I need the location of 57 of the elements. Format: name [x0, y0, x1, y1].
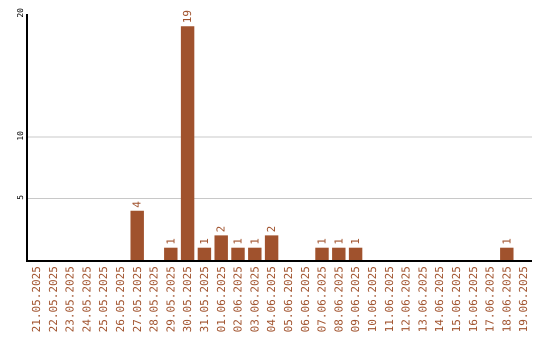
- x-tick-label: 13.06.2025: [416, 266, 430, 332]
- x-tick-label: 02.06.2025: [232, 266, 245, 332]
- bar: [348, 248, 362, 260]
- data-label: 1: [248, 238, 262, 245]
- bar: [231, 248, 245, 260]
- data-label: 1: [349, 238, 362, 245]
- x-tick-label: 15.06.2025: [450, 266, 463, 332]
- data-label: 2: [214, 226, 228, 232]
- x-tick-label: 14.06.2025: [433, 266, 446, 332]
- bar: [500, 248, 514, 260]
- x-tick-label: 22.05.2025: [46, 266, 60, 332]
- data-label: 19: [181, 10, 194, 24]
- x-tick-label: 27.05.2025: [130, 266, 144, 332]
- x-tick-label: 10.06.2025: [366, 266, 379, 332]
- x-tick-label: 29.05.2025: [164, 266, 178, 332]
- x-tick-label: 12.06.2025: [400, 266, 413, 332]
- bar: [130, 210, 144, 260]
- data-label: 1: [232, 238, 244, 245]
- data-label: 1: [164, 238, 178, 245]
- x-tick-label: 26.05.2025: [114, 266, 127, 332]
- bar: [180, 26, 194, 260]
- data-label: 1: [198, 238, 211, 245]
- x-tick-label: 24.05.2025: [80, 266, 94, 332]
- bar: [164, 248, 178, 260]
- bar: [248, 248, 262, 260]
- x-tick-label: 31.05.2025: [198, 266, 211, 332]
- y-tick-label: 10: [16, 130, 26, 141]
- bar: [332, 248, 346, 260]
- x-tick-label: 09.06.2025: [349, 266, 362, 332]
- x-tick-label: 18.06.2025: [500, 266, 514, 332]
- bar: [315, 248, 329, 260]
- x-tick-label: 17.06.2025: [484, 266, 497, 332]
- data-label: 1: [500, 238, 514, 245]
- x-tick-label: 25.05.2025: [97, 266, 110, 332]
- data-label: 1: [316, 238, 328, 245]
- data-label: 1: [332, 238, 346, 245]
- bar: [214, 235, 228, 260]
- x-tick-label: 03.06.2025: [248, 266, 262, 332]
- y-tick-label: 5: [16, 194, 26, 200]
- x-tick-label: 08.06.2025: [332, 266, 346, 332]
- x-tick-label: 19.06.2025: [517, 266, 530, 332]
- x-tick-label: 04.06.2025: [265, 266, 278, 332]
- x-tick-label: 28.05.2025: [148, 266, 161, 332]
- data-label: 2: [265, 226, 278, 232]
- bar: [264, 235, 278, 260]
- x-tick-label: 05.06.2025: [282, 266, 295, 332]
- x-tick-label: 01.06.2025: [214, 266, 228, 332]
- data-label: 4: [130, 200, 144, 208]
- y-tick-label: 20: [16, 8, 26, 18]
- x-tick-label: 23.05.2025: [64, 266, 77, 332]
- x-tick-label: 21.05.2025: [30, 266, 43, 332]
- x-tick-label: 16.06.2025: [466, 266, 480, 332]
- x-tick-label: 07.06.2025: [316, 266, 329, 332]
- bar: [198, 248, 212, 260]
- x-tick-label: 06.06.2025: [298, 266, 312, 332]
- x-tick-label: 11.06.2025: [382, 266, 396, 332]
- x-tick-label: 30.05.2025: [181, 266, 194, 332]
